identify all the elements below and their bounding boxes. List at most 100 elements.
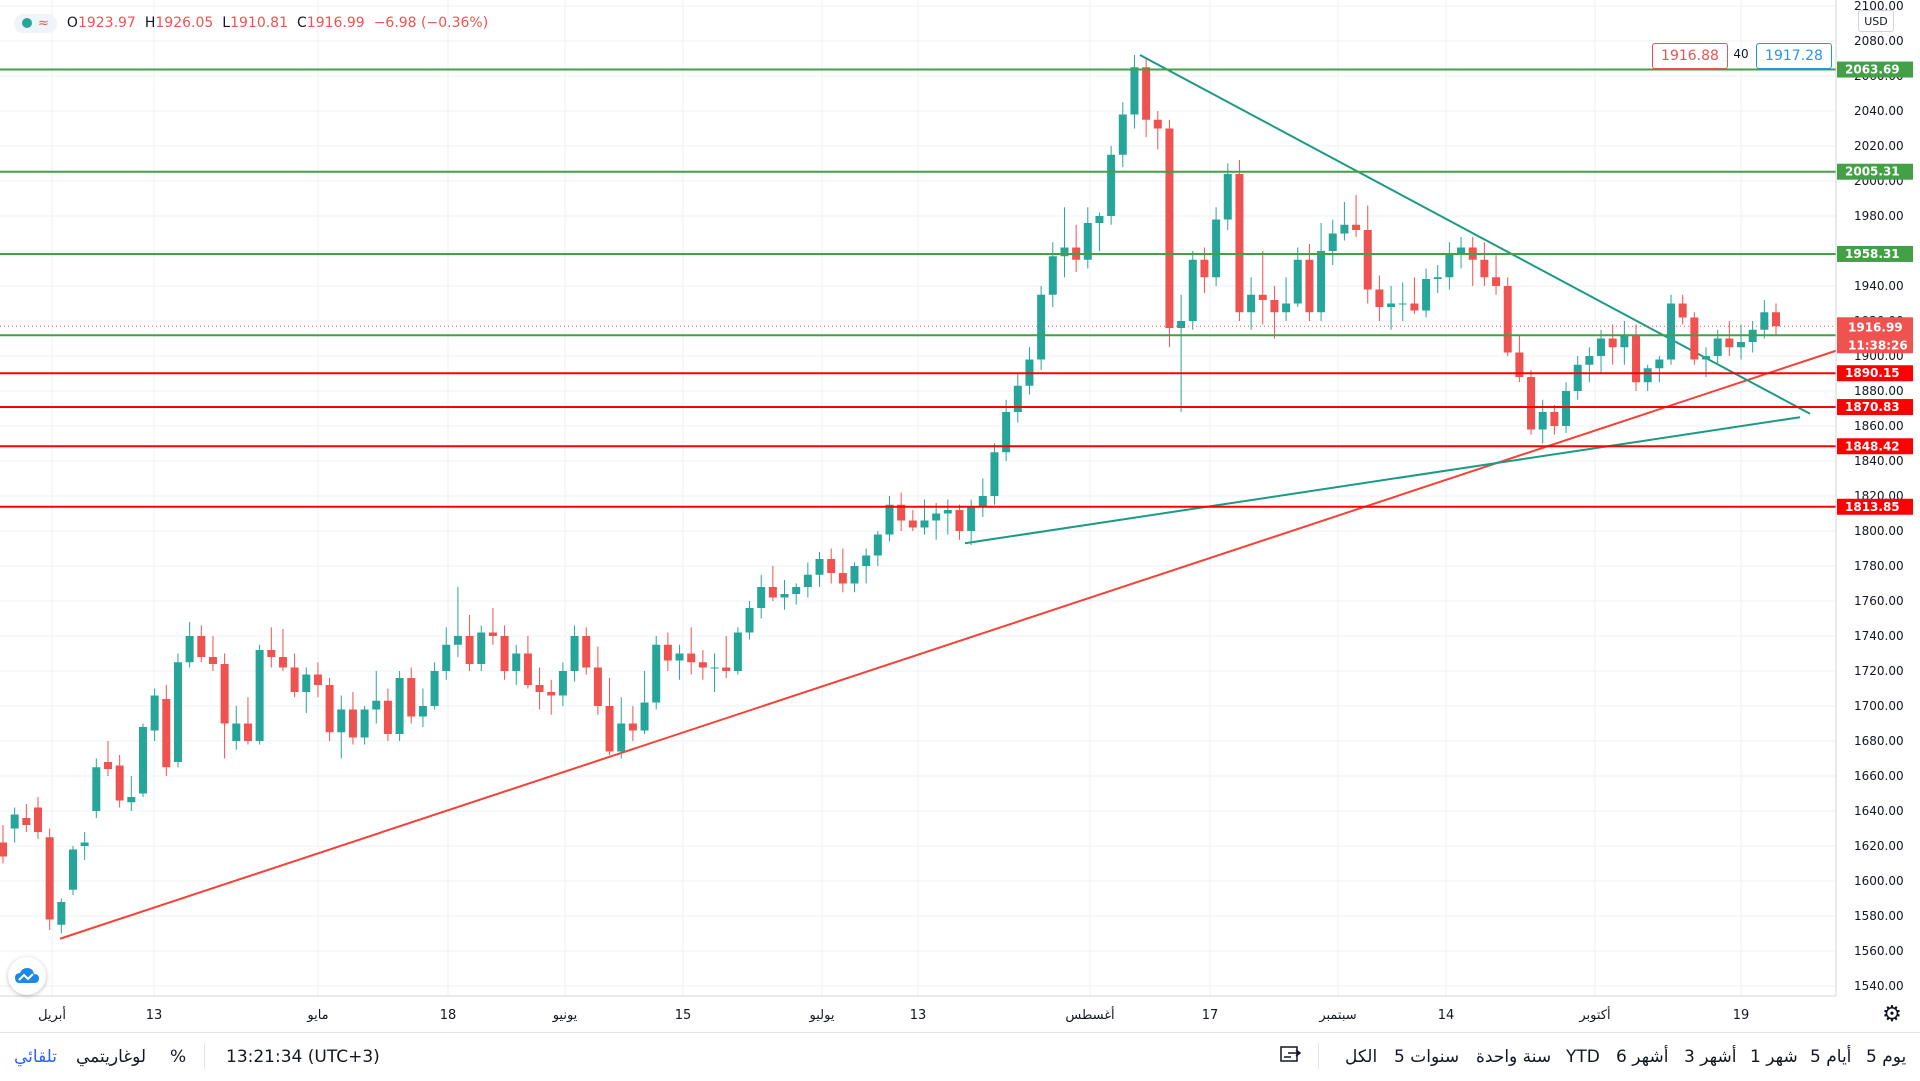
candle-body [22, 818, 31, 825]
candle [1317, 223, 1326, 321]
time-tick-label: مايو [306, 1008, 328, 1023]
candle [1270, 286, 1279, 339]
candle [1188, 251, 1197, 330]
range-1y[interactable]: سنة واحدة [1476, 1047, 1552, 1067]
candle [1445, 242, 1454, 290]
candle-body [33, 807, 42, 832]
candle [477, 625, 486, 671]
range-3m[interactable]: 3 أشهر [1684, 1047, 1737, 1067]
symbol-status-badge[interactable]: ≈ [14, 13, 57, 33]
candle [1200, 247, 1209, 293]
candle-body [757, 587, 766, 608]
candle-body [617, 723, 626, 752]
range-1m[interactable]: 1 شهر [1750, 1047, 1798, 1067]
candle-body [1095, 216, 1104, 223]
candle-body [1713, 338, 1722, 356]
range-6m[interactable]: 6 أشهر [1616, 1047, 1669, 1067]
candle [827, 548, 836, 584]
candle-body [1083, 223, 1092, 260]
candle-body [1235, 174, 1244, 313]
candle-body [1457, 247, 1466, 255]
candle [1620, 321, 1629, 365]
chart-settings-gear-icon[interactable]: ⚙ [1882, 1002, 1902, 1027]
candle-body [1293, 259, 1302, 304]
range-5d[interactable]: 5 أيام [1810, 1047, 1852, 1067]
candle [1398, 282, 1407, 321]
candle [1503, 277, 1512, 356]
candle-body [640, 702, 649, 731]
candle-body [348, 709, 357, 738]
candle-body [1655, 359, 1664, 369]
currency-label[interactable]: USD [1858, 10, 1894, 32]
candle-body [1130, 67, 1139, 115]
price-tick-label: 1720.00 [1854, 664, 1904, 678]
candle-body [1503, 286, 1512, 353]
buy-price-button[interactable]: 1917.28 [1756, 43, 1832, 69]
close-label: C [297, 15, 307, 31]
candle [722, 636, 731, 678]
candle-body [1632, 335, 1641, 383]
time-tick-label: يونيو [552, 1008, 578, 1023]
candle-body [477, 632, 486, 664]
candle-body [815, 559, 824, 575]
candle-body [1177, 321, 1186, 328]
candle-body [1317, 251, 1326, 313]
candle [1375, 275, 1384, 321]
candle-body [1492, 277, 1501, 286]
candle-body [453, 636, 462, 645]
candle-body [372, 700, 381, 710]
candle [628, 706, 637, 741]
range-all[interactable]: الكل [1345, 1047, 1378, 1067]
price-tick-label: 1560.00 [1854, 944, 1904, 958]
range-ytd[interactable]: YTD [1566, 1047, 1600, 1067]
candle [372, 671, 381, 724]
range-1d[interactable]: يوم 5 [1866, 1047, 1907, 1067]
candle [687, 627, 696, 675]
candle [885, 496, 894, 542]
time-tick-label: 13 [146, 1008, 163, 1023]
percent-scale-button[interactable]: % [170, 1047, 187, 1067]
price-tick-label: 1600.00 [1854, 874, 1904, 888]
candle [897, 492, 906, 531]
candle [337, 695, 346, 759]
candle-body [967, 506, 976, 531]
range-5y[interactable]: 5 سنوات [1394, 1047, 1460, 1067]
candle-body [10, 814, 19, 829]
sell-price-button[interactable]: 1916.88 [1652, 43, 1728, 69]
candle-body [1153, 119, 1162, 129]
candle-body [395, 678, 404, 734]
candle [348, 692, 357, 745]
candle [1002, 399, 1011, 461]
price-tick-label: 1880.00 [1854, 384, 1904, 398]
price-chart[interactable]: 2100.002080.002060.002040.002020.002000.… [0, 0, 1920, 1032]
candle [757, 574, 766, 619]
uptrend-support-line[interactable] [59, 349, 1837, 940]
candle-body [0, 842, 7, 857]
ohlc-legend: ≈ O 1923.97 H 1926.05 L 1910.81 C 1916.99 −6… [14, 12, 497, 34]
rising-trend-line[interactable] [964, 416, 1801, 545]
price-tick-label: 1620.00 [1854, 839, 1904, 853]
candle [1585, 347, 1594, 383]
candle [1527, 370, 1536, 435]
auto-scale-button[interactable]: تلقائي [14, 1047, 58, 1067]
compare-range-icon[interactable] [1280, 1045, 1302, 1065]
cloud-logo-icon [15, 968, 39, 983]
candle-body [488, 632, 497, 636]
candle-body [1690, 317, 1699, 360]
candle [1387, 286, 1396, 330]
candle-body [278, 657, 287, 668]
close-value: 1916.99 [306, 15, 365, 31]
resistance-price-tag-bg [1837, 163, 1913, 180]
candle [955, 504, 964, 540]
candle [768, 566, 777, 601]
candle [150, 688, 159, 741]
log-scale-button[interactable]: لوغاريتمي [76, 1047, 147, 1067]
last-price-tag: 1916.99 [1848, 320, 1903, 334]
candle-body [698, 662, 707, 668]
clock-timezone[interactable]: 13:21:34 (UTC+3) [226, 1047, 380, 1067]
tradingview-logo[interactable] [8, 957, 46, 995]
candle [1177, 294, 1186, 412]
candle-body [1398, 303, 1407, 305]
candle-body [1200, 259, 1209, 278]
